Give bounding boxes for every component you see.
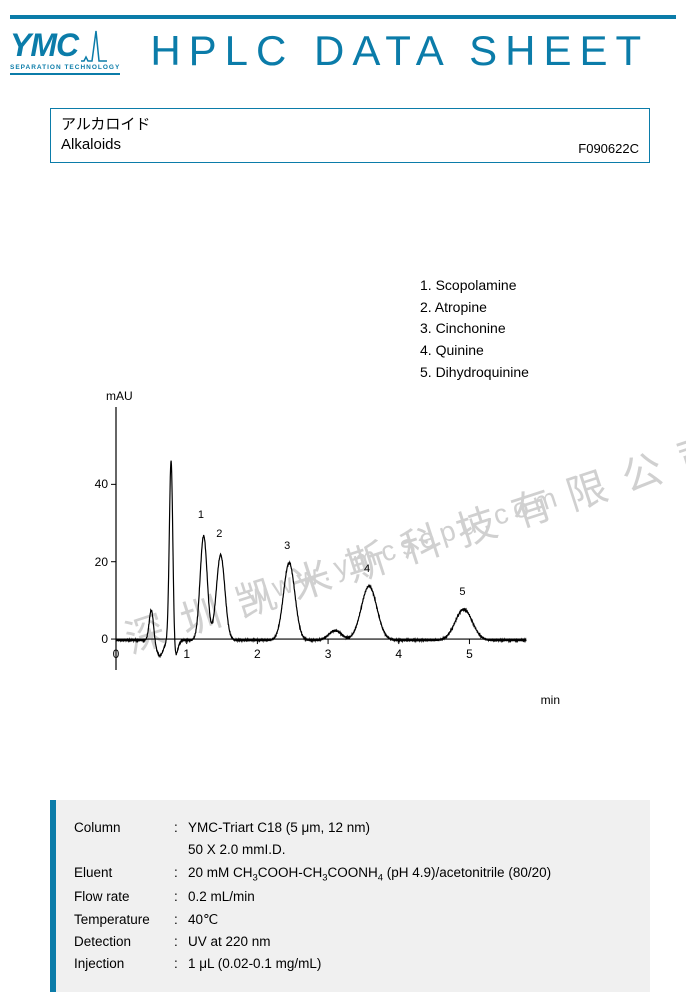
document-id: F090622C: [578, 141, 639, 156]
conditions-panel: Column:YMC-Triart C18 (5 μm, 12 nm) 50 X…: [50, 800, 650, 992]
condition-sep: :: [174, 910, 188, 930]
x-tick-label: 2: [254, 647, 261, 661]
legend-item: 5. Dihydroquinine: [420, 362, 529, 384]
condition-key: Injection: [74, 954, 174, 974]
logo-subtext: SEPARATION TECHNOLOGY: [10, 64, 120, 71]
y-tick-label: 20: [78, 555, 108, 569]
condition-value: YMC-Triart C18 (5 μm, 12 nm): [188, 818, 632, 838]
condition-row: Detection:UV at 220 nm: [74, 932, 632, 952]
logo: YMC SEPARATION TECHNOLOGY: [10, 27, 120, 75]
legend-item: 1. Scopolamine: [420, 275, 529, 297]
legend-item: 2. Atropine: [420, 297, 529, 319]
condition-key: Eluent: [74, 863, 174, 886]
condition-sep: :: [174, 887, 188, 907]
condition-value: 50 X 2.0 mmI.D.: [188, 840, 632, 860]
condition-row: Temperature:40℃: [74, 910, 632, 930]
x-tick-label: 0: [113, 647, 120, 661]
sample-box: アルカロイド Alkaloids F090622C: [50, 108, 650, 163]
condition-sep: [174, 840, 188, 860]
y-tick-label: 0: [78, 632, 108, 646]
condition-row: Injection:1 μL (0.02-0.1 mg/mL): [74, 954, 632, 974]
peak-label: 1: [198, 509, 204, 521]
legend-item: 4. Quinine: [420, 340, 529, 362]
x-axis-label: min: [541, 693, 560, 707]
condition-key: Column: [74, 818, 174, 838]
peak-label: 4: [364, 563, 370, 575]
condition-row: Flow rate:0.2 mL/min: [74, 887, 632, 907]
x-tick-label: 1: [183, 647, 190, 661]
condition-value: 20 mM CH3COOH-CH3COONH4 (pH 4.9)/acetoni…: [188, 863, 632, 886]
x-tick-label: 4: [395, 647, 402, 661]
condition-value: UV at 220 nm: [188, 932, 632, 952]
chromatogram-peak-icon: [80, 28, 108, 62]
logo-text: YMC: [10, 27, 78, 64]
condition-key: Flow rate: [74, 887, 174, 907]
condition-value: 40℃: [188, 910, 632, 930]
condition-value: 1 μL (0.02-0.1 mg/mL): [188, 954, 632, 974]
condition-row: 50 X 2.0 mmI.D.: [74, 840, 632, 860]
condition-row: Eluent:20 mM CH3COOH-CH3COONH4 (pH 4.9)/…: [74, 863, 632, 886]
condition-key: Temperature: [74, 910, 174, 930]
peak-legend: 1. Scopolamine 2. Atropine 3. Cinchonine…: [420, 275, 529, 383]
chromatogram-chart: mAU min 0204001234512345: [66, 395, 536, 705]
peak-label: 3: [284, 540, 290, 552]
condition-sep: :: [174, 954, 188, 974]
y-tick-label: 40: [78, 477, 108, 491]
sample-name-jp: アルカロイド: [61, 115, 150, 135]
header-top-bar: [10, 15, 676, 19]
condition-value: 0.2 mL/min: [188, 887, 632, 907]
peak-label: 2: [216, 528, 222, 540]
legend-item: 3. Cinchonine: [420, 318, 529, 340]
condition-key: [74, 840, 174, 860]
condition-row: Column:YMC-Triart C18 (5 μm, 12 nm): [74, 818, 632, 838]
header: YMC SEPARATION TECHNOLOGY HPLC DATA SHEE…: [10, 22, 676, 80]
sample-name-en: Alkaloids: [61, 135, 150, 155]
x-tick-label: 5: [466, 647, 473, 661]
condition-sep: :: [174, 863, 188, 886]
page-title: HPLC DATA SHEET: [150, 27, 649, 75]
peak-label: 5: [459, 586, 465, 598]
condition-sep: :: [174, 932, 188, 952]
condition-sep: :: [174, 818, 188, 838]
x-tick-label: 3: [325, 647, 332, 661]
condition-key: Detection: [74, 932, 174, 952]
